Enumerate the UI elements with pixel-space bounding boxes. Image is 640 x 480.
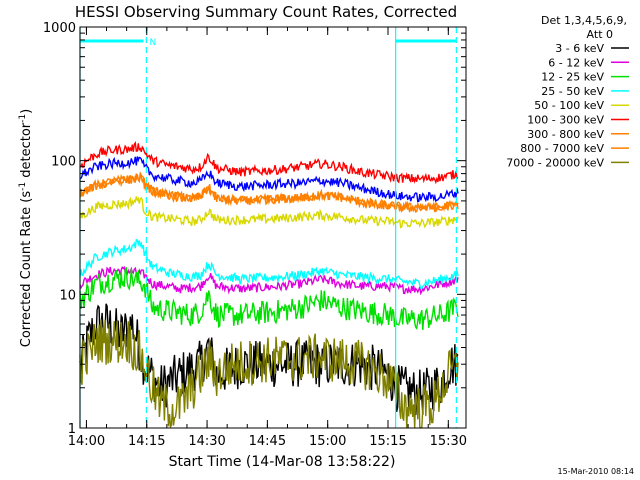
plot-area	[79, 140, 459, 429]
y-tick-label: 1	[68, 422, 76, 437]
y-axis-title-mid: detector	[19, 122, 34, 182]
legend-label: 3 - 6 keV	[555, 42, 604, 55]
legend-label: 25 - 50 keV	[541, 85, 604, 98]
series-line-7000-20000-kev	[79, 319, 459, 429]
series-line-100-300-kev	[79, 140, 459, 185]
x-tick-label: 15:00	[309, 434, 346, 449]
x-axis-title: Start Time (14-Mar-08 13:58:22)	[169, 454, 396, 470]
series-line-6-12-kev	[79, 265, 459, 296]
x-tick-label: 14:30	[188, 434, 225, 449]
x-tick-label: 14:45	[249, 434, 286, 449]
marker-lines: N	[79, 27, 457, 428]
y-axis-title-end: )	[19, 109, 34, 114]
y-axis-title-sup2: -1	[18, 114, 28, 123]
x-tick-label: 15:15	[369, 434, 406, 449]
legend-label: 50 - 100 keV	[534, 99, 604, 112]
chart-title: HESSI Observing Summary Count Rates, Cor…	[75, 3, 457, 21]
footer-date: 15-Mar-2010 08:14	[558, 467, 635, 476]
y-tick-label: 10	[59, 288, 76, 303]
legend-header-line-2: Att 0	[587, 28, 613, 41]
axes: 14:00 14:15 14:30 14:45 15:00 15:15 15:30 1 10 10…	[43, 21, 467, 449]
x-tick-label: 14:15	[128, 434, 165, 449]
plot-frame	[79, 26, 467, 429]
series-line-25-50-kev	[79, 238, 459, 289]
y-axis-title-sup1: -1	[18, 182, 28, 191]
x-tick-label: 15:30	[430, 434, 467, 449]
series-line-12-25-kev	[79, 266, 459, 331]
legend-label: 800 - 7000 keV	[520, 142, 604, 155]
x-tick-label: 14:00	[68, 434, 105, 449]
legend-label: 300 - 800 keV	[527, 128, 604, 141]
legend-header: Det 1,3,4,5,6,9, Att 0	[541, 14, 627, 41]
legend-label: 6 - 12 keV	[548, 56, 604, 69]
flag-label: N	[150, 38, 157, 48]
y-axis-title: Corrected Count Rate (s-1 detector-1)	[18, 109, 34, 347]
series-line-50-100-kev	[79, 196, 459, 229]
series-line-unlabeled	[79, 156, 459, 203]
series-line-800-7000-kev	[79, 171, 459, 213]
y-tick-label: 100	[51, 155, 76, 170]
legend-header-line-1: Det 1,3,4,5,6,9,	[541, 14, 627, 27]
y-tick-label: 1000	[43, 21, 76, 36]
y-axis-title-main: Corrected Count Rate (s	[19, 191, 34, 348]
legend-label: 7000 - 20000 keV	[506, 156, 604, 169]
legend-label: 12 - 25 keV	[541, 71, 604, 84]
legend-label: 100 - 300 keV	[527, 114, 604, 127]
